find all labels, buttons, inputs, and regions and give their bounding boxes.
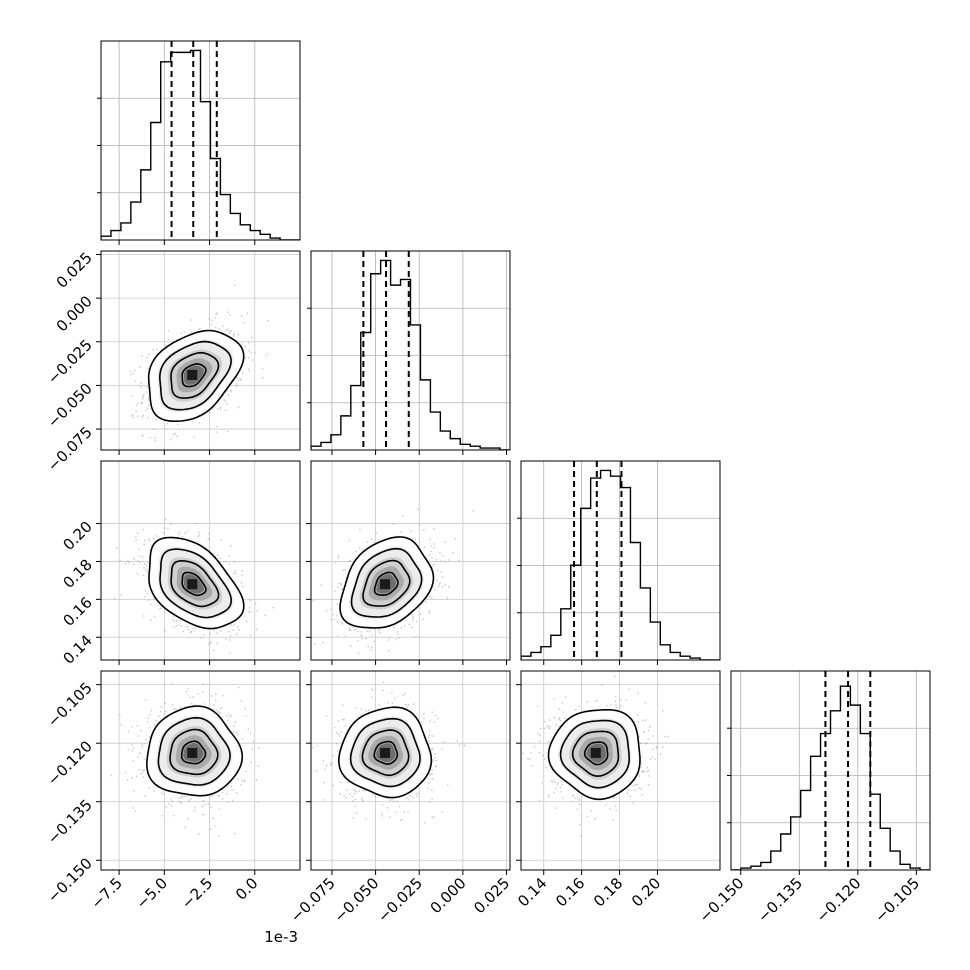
- panel-3-3: −0.150 −0.135 −0.120 −0.105: [696, 670, 931, 926]
- panel-3-2: 0.14 0.16 0.18 0.20: [514, 670, 721, 910]
- contour-3-1-3: [337, 706, 433, 799]
- contour-2-0-1: [170, 559, 220, 608]
- y-tick-label-1-2: −0.025: [44, 336, 96, 388]
- x-tick-label-1-0: −0.075: [287, 874, 339, 926]
- contour-2-1-3: [339, 536, 435, 629]
- density-peak-3-0: [187, 747, 198, 758]
- x-tick-label-2-3: 0.20: [628, 874, 664, 910]
- histogram-2: [521, 469, 720, 660]
- contour-1-0-0: [181, 362, 207, 388]
- contour-3-1-1: [361, 729, 410, 777]
- contour-3-2-2: [559, 719, 631, 789]
- contour-3-0-0: [180, 740, 207, 765]
- panel-frame-0-0: [100, 40, 301, 241]
- contour-3-0-3: [145, 705, 244, 797]
- y-tick-label-2-0: 0.14: [59, 631, 95, 667]
- contour-1-0-1: [170, 351, 220, 399]
- y-tick-label-1-3: 0.000: [53, 292, 96, 335]
- contour-2-0-0: [181, 571, 207, 597]
- y-tick-label-2-1: 0.16: [59, 593, 95, 629]
- y-tick-label-1-1: −0.050: [44, 380, 96, 432]
- x-tick-label-3-0: −0.150: [696, 874, 748, 926]
- panel-2-0: 0.140.160.180.20: [59, 460, 301, 668]
- panel-frame-1-0: [100, 250, 301, 451]
- panel-frame-3-2: [520, 670, 721, 871]
- contour-3-1-2: [349, 717, 421, 788]
- histogram-0: [101, 49, 300, 240]
- contour-2-0-2: [159, 548, 233, 619]
- y-tick-label-3-2: −0.120: [44, 737, 96, 789]
- x-tick-label-2-0: 0.14: [514, 874, 550, 910]
- contour-2-1-1: [362, 559, 411, 607]
- density-peak-3-2: [590, 747, 601, 758]
- panel-frame-2-1: [310, 460, 511, 661]
- panel-frame-1-1: [310, 250, 511, 451]
- histogram-1: [311, 259, 510, 450]
- panel-1-1: [307, 250, 511, 455]
- y-tick-label-2-3: 0.20: [59, 518, 95, 554]
- density-peak-3-1: [380, 747, 391, 758]
- panel-frame-3-3: [730, 670, 931, 871]
- density-peak-1-0: [187, 369, 198, 380]
- panel-frame-2-2: [520, 460, 721, 661]
- x-tick-label-0-3: 0.0: [232, 874, 262, 904]
- contour-2-1-2: [350, 547, 423, 618]
- x-tick-label-3-2: −0.120: [813, 874, 865, 926]
- panel-3-1: −0.075−0.050−0.025 0.000 0.025: [287, 670, 513, 926]
- contour-1-0-2: [158, 340, 232, 411]
- y-tick-label-3-3: −0.105: [44, 679, 96, 731]
- contour-3-2-0: [583, 741, 609, 766]
- histogram-3: [731, 685, 930, 870]
- x-tick-label-2-1: 0.16: [552, 874, 588, 910]
- x-tick-label-3-1: −0.135: [754, 874, 806, 926]
- y-tick-label-1-4: 0.025: [53, 249, 96, 292]
- density-peak-2-1: [380, 579, 391, 590]
- contour-3-2-3: [547, 709, 641, 801]
- panel-2-2: [517, 460, 721, 665]
- contour-3-0-1: [169, 728, 219, 776]
- x-tick-label-2-2: 0.18: [590, 874, 626, 910]
- y-tick-label-2-2: 0.18: [59, 556, 95, 592]
- contour-1-0-3: [147, 329, 245, 422]
- contour-2-1-0: [373, 571, 399, 596]
- x-tick-label-1-2: −0.025: [374, 874, 426, 926]
- x-tick-label-3-3: −0.105: [871, 874, 923, 926]
- x-tick-label-1-1: −0.050: [330, 874, 382, 926]
- x-tick-label-0-1: −5.0: [133, 874, 171, 912]
- x-tick-label-1-4: 0.025: [470, 874, 513, 917]
- panel-2-1: [306, 460, 511, 665]
- x-tick-label-1-3: 0.000: [427, 874, 470, 917]
- x-tick-label-0-2: −2.5: [178, 874, 216, 912]
- y-tick-label-1-0: −0.075: [44, 423, 96, 475]
- x-tick-label-0-0: −7.5: [87, 874, 125, 912]
- panel-frame-3-1: [310, 670, 511, 871]
- panel-0-0: [97, 40, 301, 245]
- contour-3-2-1: [571, 730, 620, 777]
- panel-frame-3-0: [100, 670, 301, 871]
- contour-2-0-3: [148, 536, 245, 630]
- panel-frame-2-0: [100, 460, 301, 661]
- panel-3-0: −7.5 −5.0 −2.5 0.0−0.150−0.135−0.120−0.105: [44, 670, 301, 913]
- contour-3-1-0: [373, 740, 399, 765]
- y-tick-label-3-1: −0.135: [44, 796, 96, 848]
- contour-3-0-2: [157, 716, 231, 786]
- scatter-points-3-0: [110, 682, 260, 837]
- x-offset-label: 1e-3: [264, 928, 298, 946]
- density-peak-2-0: [187, 579, 198, 590]
